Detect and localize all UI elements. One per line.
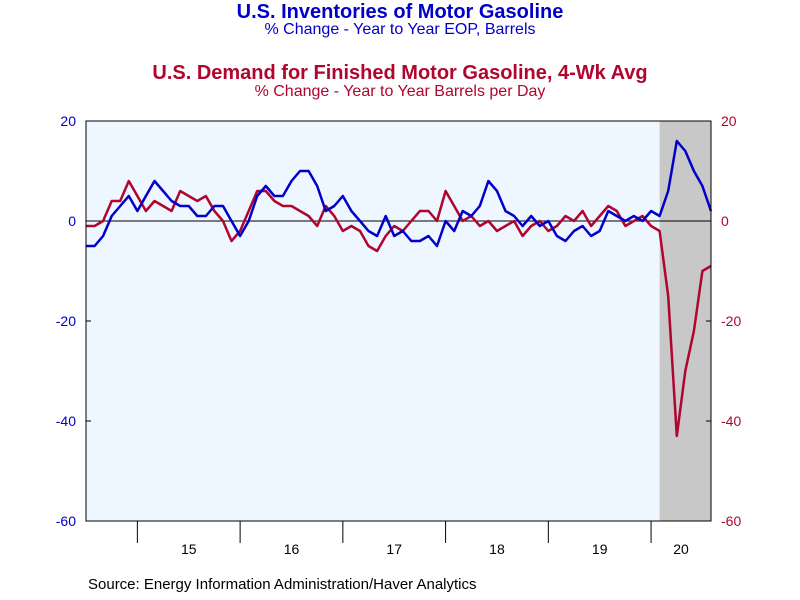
- y-tick-label-right: 0: [721, 213, 729, 229]
- y-tick-label-right: -20: [721, 313, 741, 329]
- y-tick-label-right: 20: [721, 113, 737, 129]
- x-tick-label: 17: [386, 541, 402, 557]
- y-tick-label-right: -40: [721, 413, 741, 429]
- x-tick-label: 18: [489, 541, 505, 557]
- chart-subtitle-inventories: % Change - Year to Year EOP, Barrels: [264, 21, 536, 38]
- x-tick-label: 20: [673, 541, 689, 557]
- y-tick-label-right: -60: [721, 513, 741, 529]
- shaded-period: [659, 121, 711, 521]
- y-tick-label-left: -60: [56, 513, 76, 529]
- y-tick-label-left: 0: [68, 213, 76, 229]
- x-tick-label: 16: [284, 541, 300, 557]
- y-tick-label-left: -40: [56, 413, 76, 429]
- chart-title-demand: U.S. Demand for Finished Motor Gasoline,…: [152, 62, 648, 84]
- y-tick-label-left: 20: [60, 113, 76, 129]
- chart-subtitle-demand: % Change - Year to Year Barrels per Day: [254, 83, 546, 100]
- plot-area: [86, 121, 711, 521]
- x-tick-label: 19: [592, 541, 608, 557]
- y-tick-label-left: -20: [56, 313, 76, 329]
- chart-title-inventories: U.S. Inventories of Motor Gasoline: [236, 1, 564, 23]
- x-tick-label: 15: [181, 541, 197, 557]
- source-note: Source: Energy Information Administratio…: [88, 576, 477, 593]
- demand-series-line: [86, 179, 712, 438]
- inventories-series-line: [86, 139, 713, 248]
